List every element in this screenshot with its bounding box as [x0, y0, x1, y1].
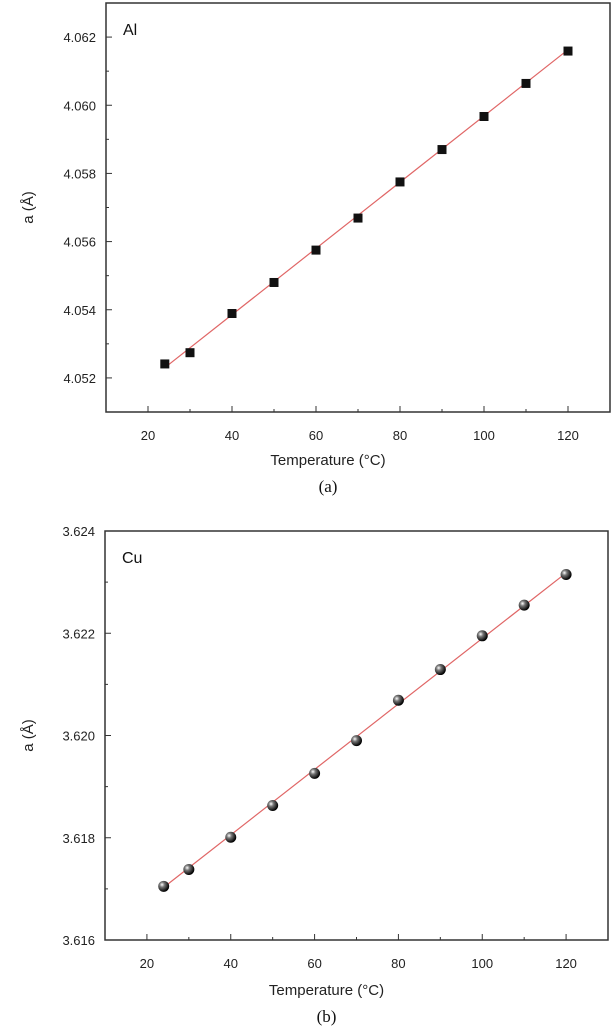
data-point: [353, 213, 363, 223]
data-point: [351, 735, 362, 747]
data-point: [479, 111, 489, 121]
y-tick-label: 4.060: [63, 98, 96, 113]
fit-line: [163, 572, 567, 888]
x-tick-label: 120: [557, 428, 579, 443]
data-point: [392, 694, 404, 706]
y-tick-label: 4.056: [63, 235, 96, 250]
chart-panel-a: 20 40 60 80 100 120 4.052 4.054 4.056 4.058 4.060 4…: [20, 2, 611, 496]
series-annotation: Cu: [122, 550, 142, 567]
data-point: [267, 800, 279, 812]
x-tick-label: 40: [225, 428, 239, 443]
data-point: [437, 145, 447, 155]
y-axis-label: a (Å): [20, 191, 37, 224]
x-tick-label: 20: [141, 428, 155, 443]
y-tick-label: 3.622: [62, 626, 95, 641]
data-point: [563, 46, 573, 56]
x-tick-label: 120: [555, 956, 577, 971]
data-point: [185, 348, 195, 358]
data-point: [183, 863, 195, 875]
y-tick-label: 3.620: [62, 729, 95, 744]
y-tick-label: 4.052: [63, 371, 96, 386]
panel-label: (b): [317, 1007, 337, 1026]
plot-frame: [105, 2, 611, 413]
panel-label: (a): [319, 477, 338, 496]
y-tick-label: 3.624: [62, 524, 95, 539]
data-point: [311, 245, 321, 255]
x-tick-label: 100: [473, 428, 495, 443]
data-point: [269, 277, 279, 287]
chart-panel-b: 20 40 60 80 100 120 3.616 3.618 3.620 3.622 3.624 T…: [20, 524, 609, 1026]
y-tick-label: 3.616: [62, 933, 95, 948]
y-tick-label: 3.618: [62, 831, 95, 846]
data-point: [521, 78, 531, 88]
data-point: [434, 664, 446, 676]
fit-line: [164, 49, 569, 369]
data-point: [518, 599, 530, 611]
y-axis-label: a (Å): [20, 719, 37, 752]
x-axis-label: Temperature (°C): [270, 452, 385, 469]
x-axis-label: Temperature (°C): [269, 982, 384, 999]
x-tick-label: 80: [391, 956, 405, 971]
x-tick-label: 60: [309, 428, 323, 443]
x-tick-label: 40: [224, 956, 238, 971]
y-tick-label: 4.058: [63, 166, 96, 181]
y-tick-label: 4.054: [63, 303, 96, 318]
x-tick-label: 60: [307, 956, 321, 971]
data-point: [227, 308, 237, 318]
data-point: [395, 177, 405, 187]
x-tick-label: 100: [471, 956, 493, 971]
x-tick-label: 20: [140, 956, 154, 971]
series-annotation: Al: [123, 22, 137, 39]
data-point: [160, 359, 170, 369]
data-point: [560, 568, 572, 580]
data-point: [158, 880, 170, 892]
data-point: [309, 767, 321, 779]
data-point: [225, 831, 237, 843]
y-tick-label: 4.062: [63, 30, 96, 45]
data-point: [476, 630, 488, 642]
x-tick-label: 80: [393, 428, 407, 443]
